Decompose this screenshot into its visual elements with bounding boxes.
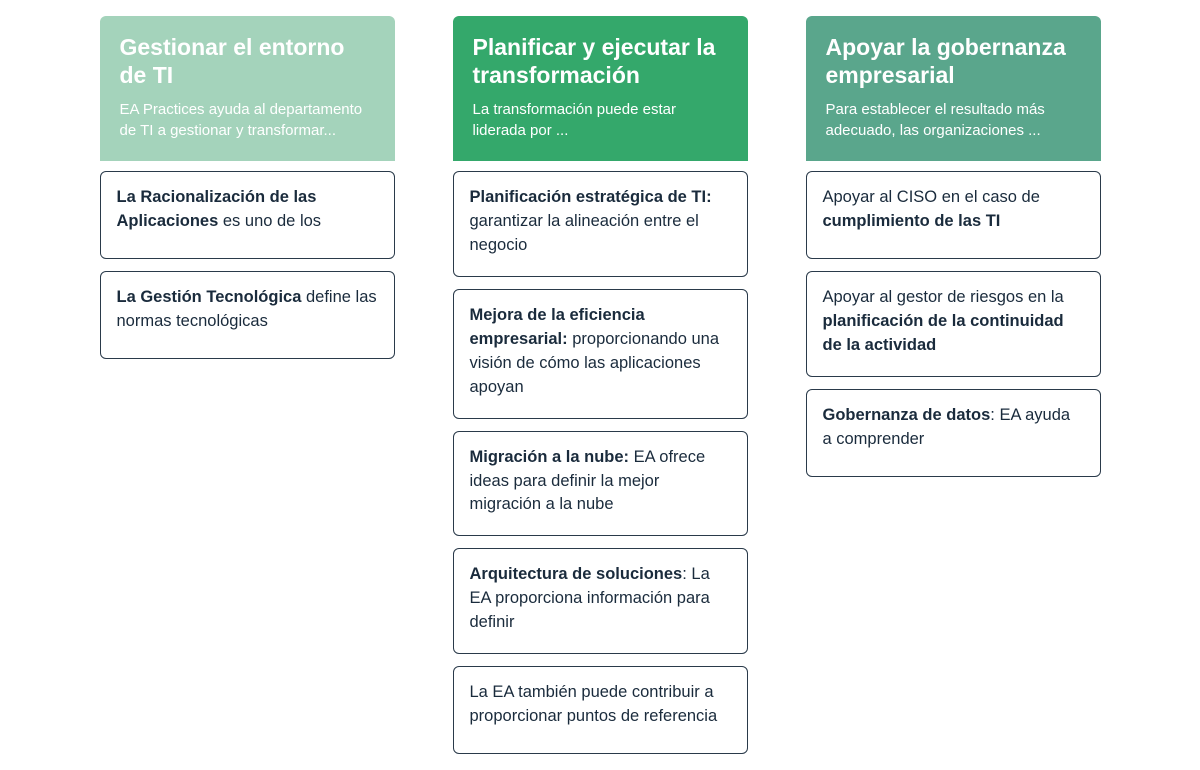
- column-title: Apoyar la gobernanza empresarial: [826, 34, 1081, 89]
- card-text: Migración a la nube: EA ofrece ideas par…: [470, 446, 731, 518]
- card-text: La EA también puede contribuir a proporc…: [470, 681, 731, 729]
- cards-list: La Racionalización de las Aplicaciones e…: [100, 171, 395, 359]
- card-text: Mejora de la eficiencia empresarial: pro…: [470, 304, 731, 400]
- column-header: Apoyar la gobernanza empresarial Para es…: [806, 16, 1101, 161]
- card: Planificación estratégica de TI: garanti…: [453, 171, 748, 277]
- column-header: Planificar y ejecutar la transformación …: [453, 16, 748, 161]
- column-header: Gestionar el entorno de TI EA Practices …: [100, 16, 395, 161]
- cards-list: Apoyar al CISO en el caso de cumplimient…: [806, 171, 1101, 477]
- column-support-governance: Apoyar la gobernanza empresarial Para es…: [806, 16, 1101, 477]
- column-plan-transform: Planificar y ejecutar la transformación …: [453, 16, 748, 754]
- card: Apoyar al CISO en el caso de cumplimient…: [806, 171, 1101, 259]
- card-text: Planificación estratégica de TI: garanti…: [470, 186, 731, 258]
- card: La EA también puede contribuir a proporc…: [453, 666, 748, 754]
- card: Mejora de la eficiencia empresarial: pro…: [453, 289, 748, 419]
- column-title: Gestionar el entorno de TI: [120, 34, 375, 89]
- column-title: Planificar y ejecutar la transformación: [473, 34, 728, 89]
- card: Gobernanza de datos: EA ayuda a comprend…: [806, 389, 1101, 477]
- card-text: Apoyar al gestor de riesgos en la planif…: [823, 286, 1084, 358]
- column-desc: Para establecer el resultado más adecuad…: [826, 99, 1081, 141]
- card-text: Apoyar al CISO en el caso de cumplimient…: [823, 186, 1084, 234]
- infographic-container: Gestionar el entorno de TI EA Practices …: [0, 16, 1200, 754]
- card: Arquitectura de soluciones: La EA propor…: [453, 548, 748, 654]
- column-desc: EA Practices ayuda al departamento de TI…: [120, 99, 375, 141]
- card-text: La Gestión Tecnológica define las normas…: [117, 286, 378, 334]
- card: Apoyar al gestor de riesgos en la planif…: [806, 271, 1101, 377]
- card: La Racionalización de las Aplicaciones e…: [100, 171, 395, 259]
- cards-list: Planificación estratégica de TI: garanti…: [453, 171, 748, 754]
- card-text: Arquitectura de soluciones: La EA propor…: [470, 563, 731, 635]
- card-text: La Racionalización de las Aplicaciones e…: [117, 186, 378, 234]
- card: La Gestión Tecnológica define las normas…: [100, 271, 395, 359]
- card: Migración a la nube: EA ofrece ideas par…: [453, 431, 748, 537]
- card-text: Gobernanza de datos: EA ayuda a comprend…: [823, 404, 1084, 452]
- column-manage-it: Gestionar el entorno de TI EA Practices …: [100, 16, 395, 427]
- column-desc: La transformación puede estar liderada p…: [473, 99, 728, 141]
